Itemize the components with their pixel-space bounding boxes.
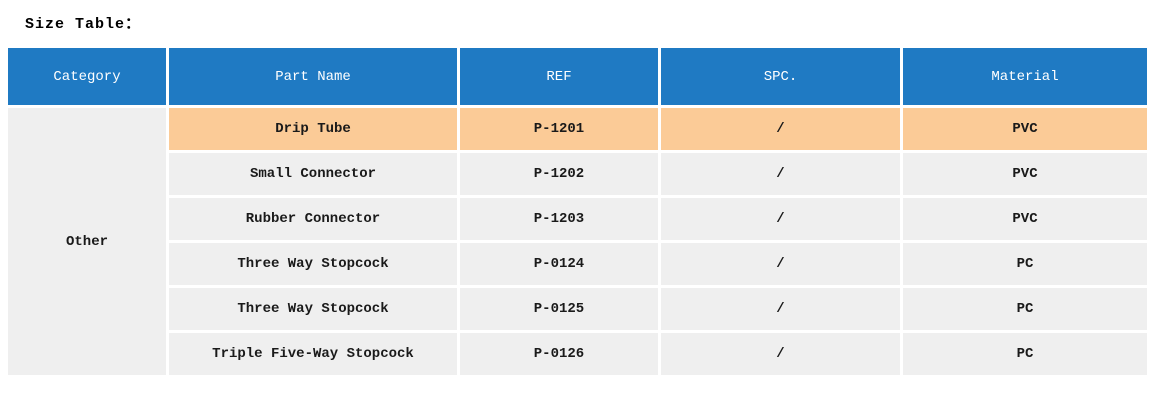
column-header-material: Material bbox=[903, 48, 1147, 105]
part-name-cell: Small Connector bbox=[169, 153, 457, 195]
column-header-category: Category bbox=[8, 48, 166, 105]
spc-cell: / bbox=[661, 153, 900, 195]
material-cell: PVC bbox=[903, 198, 1147, 240]
part-name-cell: Three Way Stopcock bbox=[169, 243, 457, 285]
category-cell: Other bbox=[8, 108, 166, 375]
part-name-cell: Three Way Stopcock bbox=[169, 288, 457, 330]
spc-cell: / bbox=[661, 333, 900, 375]
part-name-cell: Rubber Connector bbox=[169, 198, 457, 240]
material-cell: PVC bbox=[903, 153, 1147, 195]
column-header-ref: REF bbox=[460, 48, 658, 105]
material-cell: PC bbox=[903, 333, 1147, 375]
part-name-cell: Triple Five-Way Stopcock bbox=[169, 333, 457, 375]
spc-cell: / bbox=[661, 243, 900, 285]
size-table: Category Part Name REF SPC. Material Oth… bbox=[8, 48, 1147, 375]
ref-cell: P-0125 bbox=[460, 288, 658, 330]
material-cell: PVC bbox=[903, 108, 1147, 150]
ref-cell: P-1203 bbox=[460, 198, 658, 240]
spc-cell: / bbox=[661, 288, 900, 330]
column-header-spc: SPC. bbox=[661, 48, 900, 105]
column-header-part-name: Part Name bbox=[169, 48, 457, 105]
spc-cell: / bbox=[661, 198, 900, 240]
material-cell: PC bbox=[903, 243, 1147, 285]
ref-cell: P-1202 bbox=[460, 153, 658, 195]
page-title: Size Table： bbox=[25, 16, 142, 33]
ref-cell: P-0126 bbox=[460, 333, 658, 375]
part-name-cell: Drip Tube bbox=[169, 108, 457, 150]
spc-cell: / bbox=[661, 108, 900, 150]
ref-cell: P-0124 bbox=[460, 243, 658, 285]
material-cell: PC bbox=[903, 288, 1147, 330]
ref-cell: P-1201 bbox=[460, 108, 658, 150]
